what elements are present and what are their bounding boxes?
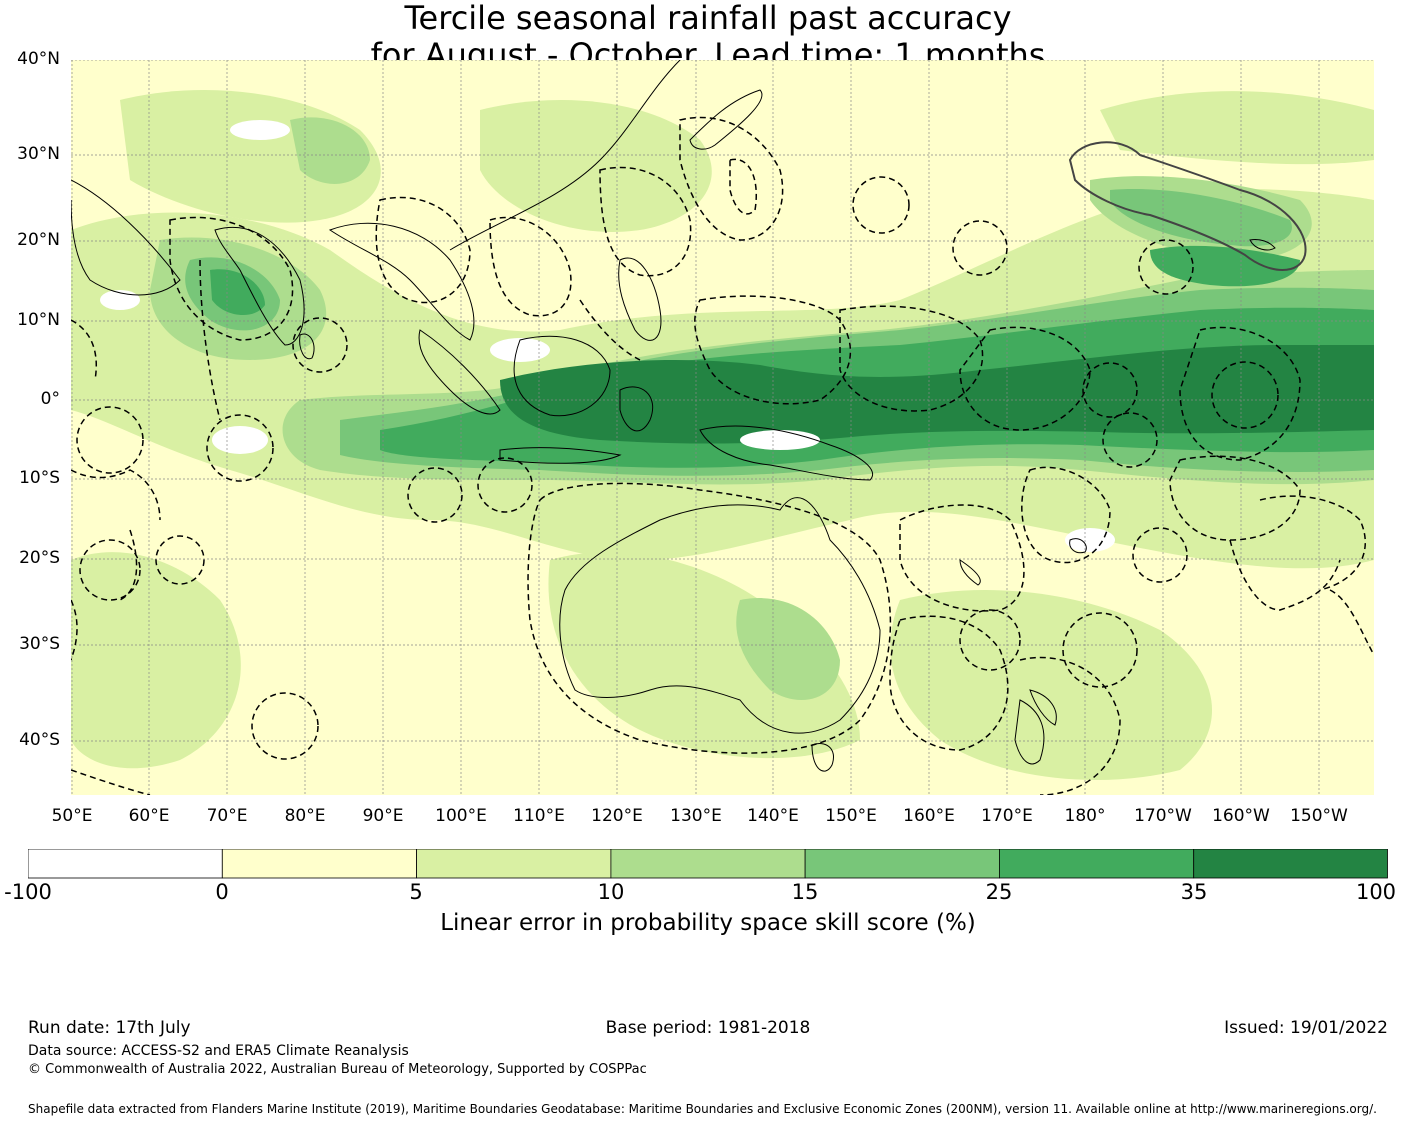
colorbar-swatch (28, 849, 223, 879)
lon-label: 50°E (51, 806, 93, 826)
lon-label: 150°W (1290, 806, 1348, 826)
shapefile-credit: Shapefile data extracted from Flanders M… (28, 1102, 1377, 1116)
lon-label: 60°E (128, 806, 170, 826)
colorbar-swatch (221, 849, 418, 879)
colorbar-tick: 35 (1180, 880, 1208, 904)
hawaii-eez-boundary (1068, 141, 1307, 271)
colorbar-swatch (610, 849, 806, 879)
lon-label: 120°E (591, 806, 643, 826)
lat-label: 40°N (17, 49, 60, 69)
lon-label: 160°E (903, 806, 955, 826)
colorbar-swatch (804, 849, 1000, 879)
colorbar-tick: 0 (215, 880, 229, 904)
base-period: Base period: 1981-2018 (605, 1018, 811, 1038)
lon-label: 160°W (1212, 806, 1270, 826)
lat-label: 10°S (19, 468, 60, 488)
lat-label: 20°N (17, 230, 60, 250)
eez-boundaries (71, 116, 1374, 795)
lon-label: 110°E (513, 806, 565, 826)
lon-label: 170°E (981, 806, 1033, 826)
skill-score-map (71, 60, 1374, 795)
lat-label: 30°S (19, 634, 60, 654)
lon-label: 150°E (825, 806, 877, 826)
lat-label: 10°N (17, 310, 60, 330)
data-source: Data source: ACCESS-S2 and ERA5 Climate … (28, 1043, 409, 1059)
map-title-line-1: Tercile seasonal rainfall past accuracy (404, 0, 1012, 37)
lon-label: 130°E (670, 806, 722, 826)
coastlines (71, 60, 1276, 772)
lon-label: 80°E (284, 806, 326, 826)
lat-label: 40°S (19, 730, 60, 750)
lon-label: 70°E (206, 806, 248, 826)
colorbar-tick: 10 (597, 880, 625, 904)
lat-label: 0° (40, 389, 60, 409)
colorbar-label: Linear error in probability space skill … (440, 910, 976, 936)
lon-label: 140°E (747, 806, 799, 826)
skill-region-35-100 (500, 345, 1374, 444)
lon-label: 90°E (362, 806, 404, 826)
lon-label: 170°W (1134, 806, 1192, 826)
run-date: Run date: 17th July (28, 1018, 191, 1038)
lat-label: 30°N (17, 144, 60, 164)
lon-label: 100°E (435, 806, 487, 826)
graticule (71, 60, 1374, 795)
copyright: © Commonwealth of Australia 2022, Austra… (28, 1062, 647, 1077)
lat-label: 20°S (19, 548, 60, 568)
colorbar (28, 849, 1388, 879)
colorbar-swatch (999, 849, 1195, 879)
colorbar-swatch (416, 849, 612, 879)
colorbar-tick: 100 (1355, 880, 1397, 904)
lon-label: 180° (1064, 806, 1106, 826)
issued-date: Issued: 19/01/2022 (1224, 1018, 1388, 1038)
colorbar-tick: 15 (791, 880, 819, 904)
colorbar-tick: 5 (409, 880, 423, 904)
colorbar-tick: -100 (4, 880, 52, 904)
colorbar-tick: 25 (985, 880, 1013, 904)
colorbar-swatch (1193, 849, 1388, 879)
